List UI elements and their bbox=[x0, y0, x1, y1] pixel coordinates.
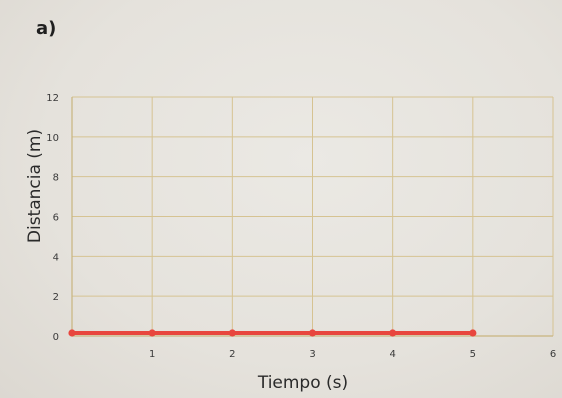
data-point bbox=[389, 329, 397, 337]
y-tick-label: 10 bbox=[46, 133, 59, 144]
y-tick-label: 0 bbox=[53, 332, 59, 343]
data-point bbox=[148, 329, 156, 337]
y-axis-title: Distancia (m) bbox=[25, 129, 45, 243]
y-tick-labels: 0 2 4 6 8 10 12 bbox=[46, 93, 59, 343]
x-tick-label: 6 bbox=[550, 349, 556, 360]
data-point bbox=[228, 329, 236, 337]
grid bbox=[71, 96, 554, 337]
x-tick-label: 5 bbox=[470, 349, 476, 360]
series bbox=[68, 329, 477, 337]
x-tick-label: 2 bbox=[229, 349, 235, 360]
x-axis-title: Tiempo (s) bbox=[257, 373, 348, 393]
data-point bbox=[469, 329, 477, 337]
y-tick-label: 6 bbox=[53, 213, 59, 224]
x-tick-label: 3 bbox=[309, 349, 315, 360]
data-point bbox=[68, 329, 76, 337]
y-tick-label: 4 bbox=[53, 252, 59, 263]
panel-label: a) bbox=[36, 18, 57, 39]
x-tick-label: 4 bbox=[389, 349, 395, 360]
y-tick-label: 8 bbox=[53, 173, 59, 184]
y-tick-label: 2 bbox=[53, 292, 59, 303]
x-tick-label: 1 bbox=[149, 349, 155, 360]
data-point bbox=[308, 329, 317, 337]
y-tick-label: 12 bbox=[46, 93, 59, 104]
x-tick-labels: 1 2 3 4 5 6 bbox=[149, 349, 556, 360]
